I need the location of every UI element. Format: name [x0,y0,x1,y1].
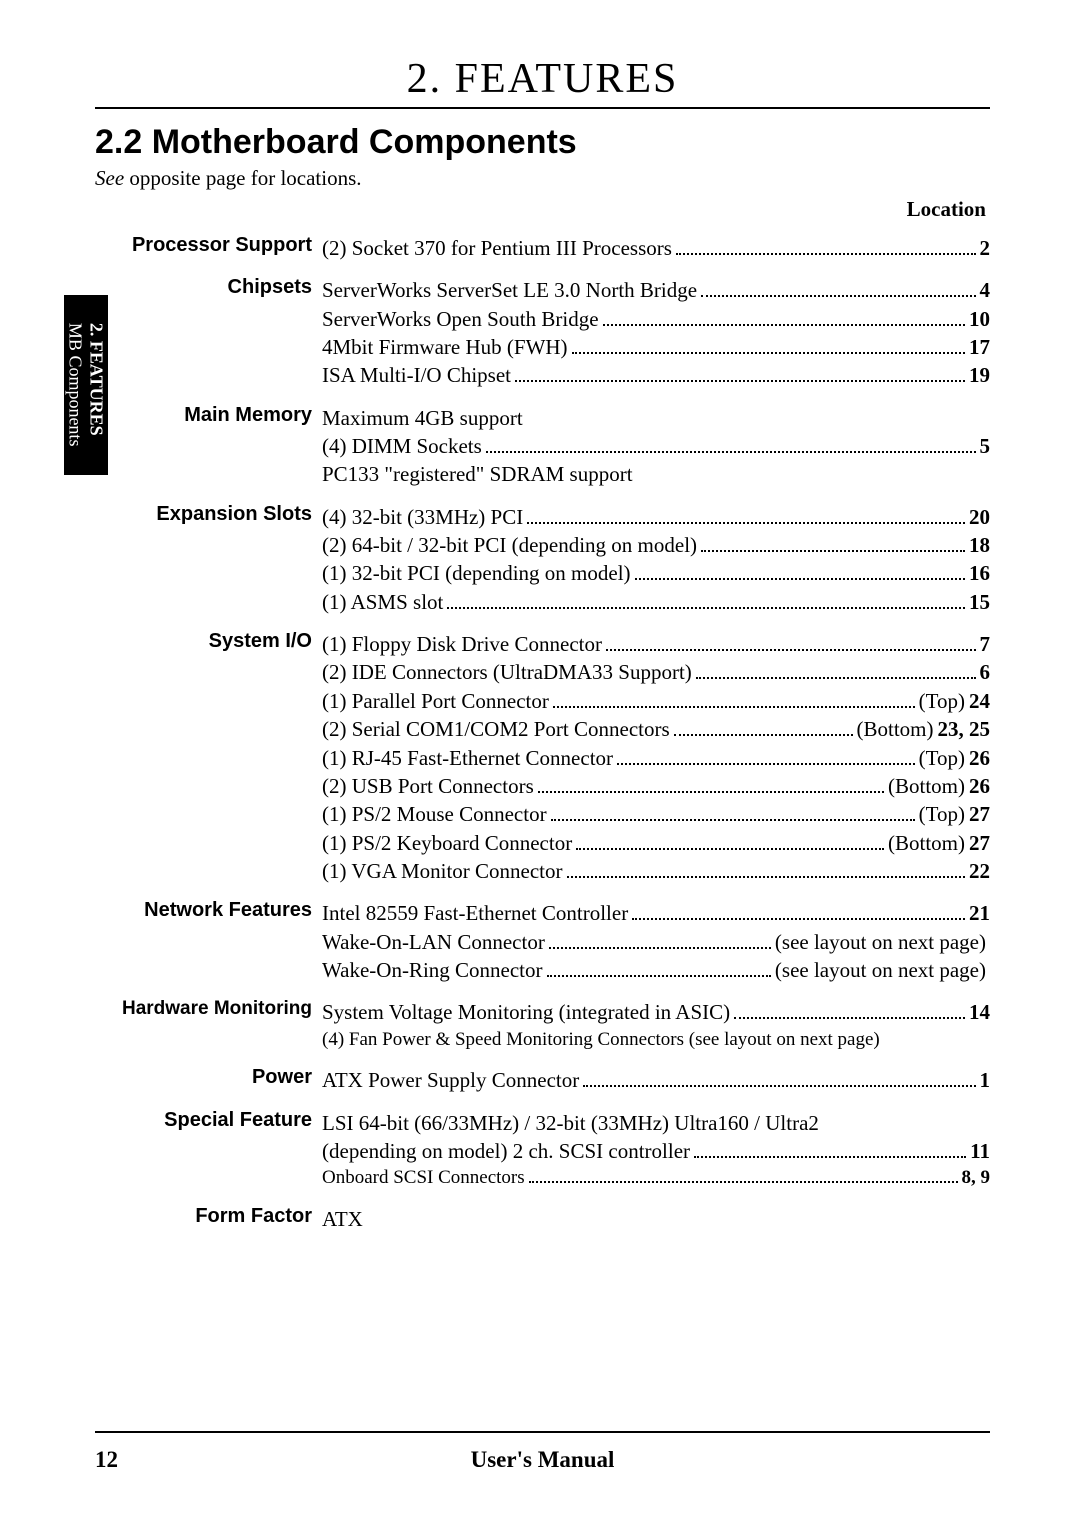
page-number: 12 [95,1447,195,1473]
list-item: ISA Multi-I/O Chipset19 [322,361,990,389]
see-prefix: See [95,166,124,190]
row-sysio: System I/O (1) Floppy Disk Drive Connect… [95,630,990,885]
row-power: Power ATX Power Supply Connector1 [95,1066,990,1094]
footer-line: 12 User's Manual [95,1447,990,1473]
label-memory: Main Memory [95,404,322,427]
row-hwmon: Hardware Monitoring System Voltage Monit… [95,998,990,1052]
section-title: 2.2 Motherboard Components [95,123,990,162]
label-power: Power [95,1066,322,1089]
body-special: LSI 64-bit (66/33MHz) / 32-bit (33MHz) U… [322,1109,990,1191]
list-item: (1) 32-bit PCI (depending on model)16 [322,559,990,587]
body-expansion: (4) 32-bit (33MHz) PCI20 (2) 64-bit / 32… [322,503,990,616]
label-form: Form Factor [95,1205,322,1228]
list-item: (2) IDE Connectors (UltraDMA33 Support)6 [322,658,990,686]
row-network: Network Features Intel 82559 Fast-Ethern… [95,899,990,984]
list-item: Intel 82559 Fast-Ethernet Controller21 [322,899,990,927]
spec-table: Processor Support (2) Socket 370 for Pen… [95,234,990,1233]
row-expansion: Expansion Slots (4) 32-bit (33MHz) PCI20… [95,503,990,616]
label-processor: Processor Support [95,234,322,257]
list-item: (2) USB Port Connectors(Bottom)26 [322,772,990,800]
list-item: (depending on model) 2 ch. SCSI controll… [322,1137,990,1165]
label-sysio: System I/O [95,630,322,653]
list-item: LSI 64-bit (66/33MHz) / 32-bit (33MHz) U… [322,1109,990,1137]
list-item: (1) ASMS slot15 [322,588,990,616]
page-footer: 12 User's Manual [95,1431,990,1473]
list-item: (2) Serial COM1/COM2 Port Connectors(Bot… [322,715,990,743]
list-item: System Voltage Monitoring (integrated in… [322,998,990,1026]
list-item: Maximum 4GB support [322,404,990,432]
location-header: Location [95,197,990,222]
row-chipsets: Chipsets ServerWorks ServerSet LE 3.0 No… [95,276,990,389]
label-expansion: Expansion Slots [95,503,322,526]
list-item: Wake-On-LAN Connector(see layout on next… [322,928,990,956]
label-chipsets: Chipsets [95,276,322,299]
list-item: ServerWorks ServerSet LE 3.0 North Bridg… [322,276,990,304]
row-special: Special Feature LSI 64-bit (66/33MHz) / … [95,1109,990,1191]
list-item: ATX [322,1205,990,1233]
body-sysio: (1) Floppy Disk Drive Connector7 (2) IDE… [322,630,990,885]
list-item: ATX Power Supply Connector1 [322,1066,990,1094]
see-note: See opposite page for locations. [95,166,990,191]
page-content: 2. FEATURES 2.2 Motherboard Components S… [95,55,990,1247]
body-network: Intel 82559 Fast-Ethernet Controller21 W… [322,899,990,984]
body-power: ATX Power Supply Connector1 [322,1066,990,1094]
row-memory: Main Memory Maximum 4GB support (4) DIMM… [95,404,990,489]
list-item: Onboard SCSI Connectors8, 9 [322,1165,990,1191]
list-item: Wake-On-Ring Connector(see layout on nex… [322,956,990,984]
list-item: (4) 32-bit (33MHz) PCI20 [322,503,990,531]
list-item: (4) DIMM Sockets5 [322,432,990,460]
label-network: Network Features [95,899,322,922]
body-memory: Maximum 4GB support (4) DIMM Sockets5 PC… [322,404,990,489]
list-item: (2) 64-bit / 32-bit PCI (depending on mo… [322,531,990,559]
divider-bottom [95,1431,990,1433]
list-item: PC133 "registered" SDRAM support [322,460,990,488]
divider-top [95,107,990,109]
chapter-title: 2. FEATURES [95,55,990,103]
list-item: ServerWorks Open South Bridge10 [322,305,990,333]
row-processor: Processor Support (2) Socket 370 for Pen… [95,234,990,262]
label-special: Special Feature [95,1109,322,1132]
body-chipsets: ServerWorks ServerSet LE 3.0 North Bridg… [322,276,990,389]
list-item: (1) PS/2 Mouse Connector(Top)27 [322,800,990,828]
body-hwmon: System Voltage Monitoring (integrated in… [322,998,990,1052]
list-item: (1) RJ-45 Fast-Ethernet Connector(Top)26 [322,744,990,772]
list-item: (1) VGA Monitor Connector22 [322,857,990,885]
body-form: ATX [322,1205,990,1233]
list-item: (1) Parallel Port Connector(Top)24 [322,687,990,715]
list-item: (1) Floppy Disk Drive Connector7 [322,630,990,658]
list-item: 4Mbit Firmware Hub (FWH)17 [322,333,990,361]
footer-title: User's Manual [195,1447,890,1473]
body-processor: (2) Socket 370 for Pentium III Processor… [322,234,990,262]
list-item: (2) Socket 370 for Pentium III Processor… [322,234,990,262]
label-hwmon: Hardware Monitoring [95,998,322,1020]
side-tab-subtitle: MB Components [66,323,86,447]
list-item: (1) PS/2 Keyboard Connector(Bottom)27 [322,829,990,857]
see-rest: opposite page for locations. [124,166,361,190]
list-item: (4) Fan Power & Speed Monitoring Connect… [322,1027,990,1053]
row-form: Form Factor ATX [95,1205,990,1233]
